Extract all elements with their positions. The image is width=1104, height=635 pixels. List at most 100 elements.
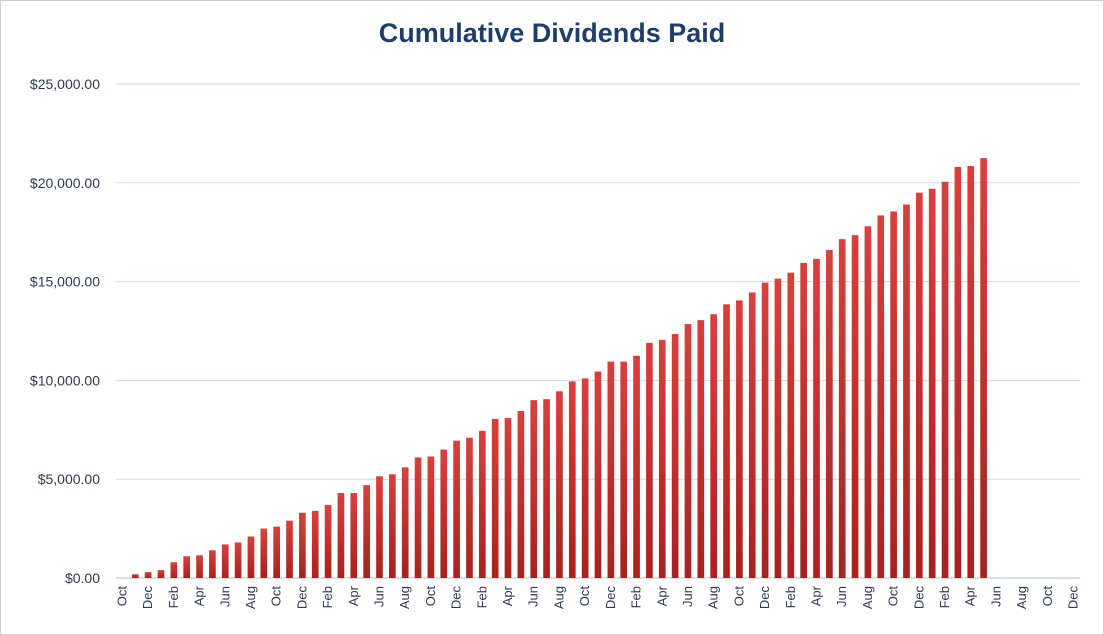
x-tick-label: Oct (886, 586, 901, 607)
x-tick-label: Oct (731, 586, 746, 607)
bar (813, 258, 820, 578)
x-tick-label: Oct (114, 586, 129, 607)
x-tick-label: Jun (680, 586, 695, 607)
y-tick-label: $15,000.00 (30, 274, 100, 290)
bar (838, 239, 846, 578)
bar (247, 536, 255, 578)
x-tick-label: Feb (629, 586, 644, 608)
y-tick-label: $0.00 (65, 570, 100, 586)
bar (466, 437, 473, 578)
bar (954, 166, 962, 579)
y-tick-label: $20,000.00 (30, 175, 100, 191)
bar (286, 520, 293, 578)
bar (594, 371, 602, 578)
y-tick-label: $5,000.00 (38, 471, 100, 487)
bar (877, 215, 885, 578)
bar (299, 512, 306, 578)
bar (209, 550, 216, 578)
bar (941, 181, 949, 578)
x-tick-label: Feb (320, 586, 335, 608)
x-tick-label: Apr (192, 585, 207, 606)
bar (671, 333, 679, 578)
x-tick-label: Jun (371, 586, 386, 607)
bar (980, 158, 987, 578)
bar (723, 304, 730, 578)
x-tick-label: Apr (346, 585, 361, 606)
bar (581, 378, 589, 578)
bar (890, 211, 897, 578)
bar (543, 399, 550, 578)
bar (414, 457, 422, 578)
bar (389, 474, 396, 578)
x-tick-label: Dec (449, 586, 464, 610)
x-tick-label: Aug (397, 586, 412, 609)
bar (131, 574, 139, 578)
bar (260, 528, 268, 578)
bar (607, 361, 615, 578)
x-tick-label: Aug (860, 586, 875, 609)
bar (774, 278, 782, 578)
x-tick-label: Dec (140, 586, 155, 610)
x-tick-label: Feb (937, 586, 952, 608)
x-tick-label: Jun (988, 586, 1003, 607)
x-tick-label: Dec (603, 586, 618, 610)
bar (633, 355, 640, 578)
bar (787, 272, 795, 578)
x-tick-label: Jun (217, 586, 232, 607)
bar (684, 324, 692, 578)
x-tick-label: Aug (1014, 586, 1029, 609)
x-tick-label: Dec (1066, 586, 1081, 610)
bar (337, 493, 345, 578)
bar (967, 166, 975, 578)
x-tick-label: Oct (1040, 586, 1055, 607)
bar (800, 262, 807, 578)
x-tick-label: Dec (757, 586, 772, 610)
bar (273, 526, 280, 578)
bar (504, 417, 512, 578)
x-tick-label: Dec (294, 586, 309, 610)
bar (697, 320, 705, 578)
bar (928, 188, 936, 579)
bar (620, 361, 628, 578)
bar (478, 430, 486, 578)
x-tick-label: Aug (243, 586, 258, 609)
bar (851, 235, 859, 578)
bar (864, 226, 872, 578)
x-tick-label: Dec (911, 586, 926, 610)
bar (658, 339, 666, 578)
bar (440, 449, 448, 578)
bar (710, 314, 718, 578)
x-tick-label: Apr (500, 585, 515, 606)
x-tick-label: Jun (834, 586, 849, 607)
bar (915, 192, 923, 578)
bar (170, 562, 178, 578)
bar (646, 342, 653, 578)
bar (517, 411, 525, 578)
bar (363, 485, 370, 578)
bar (568, 381, 576, 578)
bar (736, 300, 743, 578)
x-tick-label: Feb (783, 586, 798, 608)
x-tick-label: Oct (577, 586, 592, 607)
chart-title: Cumulative Dividends Paid (378, 18, 726, 48)
bar (556, 391, 563, 578)
bar (491, 418, 499, 578)
bar (144, 572, 152, 578)
bar (748, 292, 756, 578)
x-tick-label: Apr (963, 585, 978, 606)
bar (427, 456, 435, 578)
x-tick-label: Apr (654, 585, 669, 606)
bar (196, 555, 203, 578)
x-tick-label: Apr (809, 585, 824, 606)
bar (324, 504, 332, 578)
x-tick-label: Oct (423, 586, 438, 607)
bar (183, 556, 191, 578)
bar (761, 282, 769, 578)
bar (221, 544, 229, 578)
bar (234, 542, 242, 578)
bar (453, 440, 460, 578)
bar (350, 493, 358, 578)
bar (903, 204, 910, 579)
bar (530, 400, 538, 578)
x-tick-label: Jun (526, 586, 541, 607)
